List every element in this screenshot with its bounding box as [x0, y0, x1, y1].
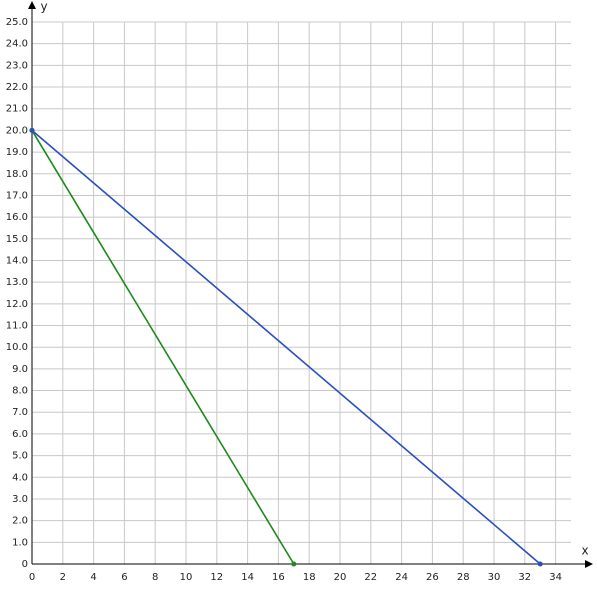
y-axis-label: y	[40, 0, 47, 14]
line	[31, 129, 295, 565]
y-tick-label: 25.0	[6, 17, 28, 28]
x-tick-label: 8	[152, 572, 158, 583]
point	[291, 561, 297, 567]
x-tick-label: 0	[29, 572, 35, 583]
y-tick-label: 16.0	[6, 212, 28, 223]
y-tick-label: 15.0	[6, 234, 28, 245]
y-tick-label: 4.0	[12, 472, 28, 483]
y-tick-label: 0	[22, 559, 28, 570]
y-tick-label: 20.0	[6, 125, 28, 136]
y-tick-label: 7.0	[12, 407, 28, 418]
x-tick-label: 16	[272, 572, 285, 583]
point	[29, 127, 35, 133]
line	[31, 129, 541, 565]
x-tick-label: 10	[180, 572, 193, 583]
x-axis-label: x	[581, 544, 588, 558]
x-tick-label: 2	[60, 572, 66, 583]
y-tick-label: 1.0	[12, 537, 28, 548]
y-tick-label: 17.0	[6, 190, 28, 201]
x-tick-label: 18	[303, 572, 316, 583]
x-tick-label: 32	[518, 572, 531, 583]
x-tick-label: 6	[121, 572, 127, 583]
x-tick-label: 4	[90, 572, 96, 583]
y-tick-label: 23.0	[6, 60, 28, 71]
x-tick-label: 34	[549, 572, 562, 583]
y-tick-label: 19.0	[6, 147, 28, 158]
y-tick-label: 11.0	[6, 321, 28, 332]
y-tick-label: 22.0	[6, 82, 28, 93]
y-tick-label: 3.0	[12, 494, 28, 505]
point	[537, 561, 543, 567]
x-tick-label: 12	[210, 572, 223, 583]
x-tick-label: 14	[241, 572, 254, 583]
x-tick-label: 30	[488, 572, 501, 583]
y-tick-label: 24.0	[6, 39, 28, 50]
x-tick-label: 22	[364, 572, 377, 583]
y-tick-label: 10.0	[6, 342, 28, 353]
y-tick-label: 21.0	[6, 104, 28, 115]
grid	[31, 21, 571, 565]
y-tick-label: 2.0	[12, 516, 28, 527]
y-tick-label: 12.0	[6, 299, 28, 310]
y-tick-label: 9.0	[12, 364, 28, 375]
x-tick-label: 24	[395, 572, 408, 583]
y-tick-label: 14.0	[6, 255, 28, 266]
x-tick-label: 28	[457, 572, 470, 583]
x-tick-label: 26	[426, 572, 439, 583]
x-tick-label: 20	[334, 572, 347, 583]
y-tick-label: 5.0	[12, 451, 28, 462]
y-tick-label: 8.0	[12, 386, 28, 397]
y-tick-label: 13.0	[6, 277, 28, 288]
y-tick-label: 6.0	[12, 429, 28, 440]
y-tick-label: 18.0	[6, 169, 28, 180]
